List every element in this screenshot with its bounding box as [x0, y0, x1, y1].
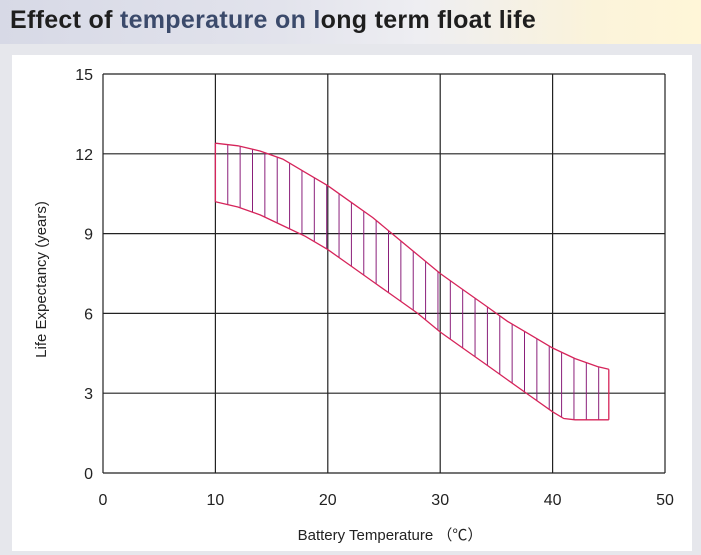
- header-bar: Effect of temperature on long term float…: [0, 0, 701, 44]
- title-part-1: Effect of: [10, 6, 120, 34]
- x-tick-label: 30: [431, 492, 449, 509]
- x-tick-label: 20: [319, 492, 337, 509]
- y-tick-label: 12: [75, 147, 93, 164]
- x-tick-label: 50: [656, 492, 674, 509]
- x-tick-label: 10: [207, 492, 225, 509]
- y-tick-label: 6: [84, 306, 93, 323]
- x-axis-label: Battery Temperature （℃）: [298, 527, 483, 544]
- title-part-2: temperature on l: [119, 6, 321, 34]
- chart-panel: [12, 55, 692, 551]
- y-tick-label: 9: [84, 227, 93, 244]
- x-tick-label: 0: [99, 492, 108, 509]
- upper-bound-line: [215, 142, 609, 370]
- x-tick-label: 40: [544, 492, 562, 509]
- y-tick-label: 0: [84, 466, 93, 483]
- y-tick-label: 15: [75, 67, 93, 84]
- y-tick-label: 3: [84, 386, 93, 403]
- title-part-3: ong term float life: [320, 6, 537, 34]
- y-axis-label: Life Expectancy (years): [33, 201, 50, 358]
- lower-bound-line: [215, 201, 609, 421]
- page-title: Effect of temperature on long term float…: [10, 4, 536, 36]
